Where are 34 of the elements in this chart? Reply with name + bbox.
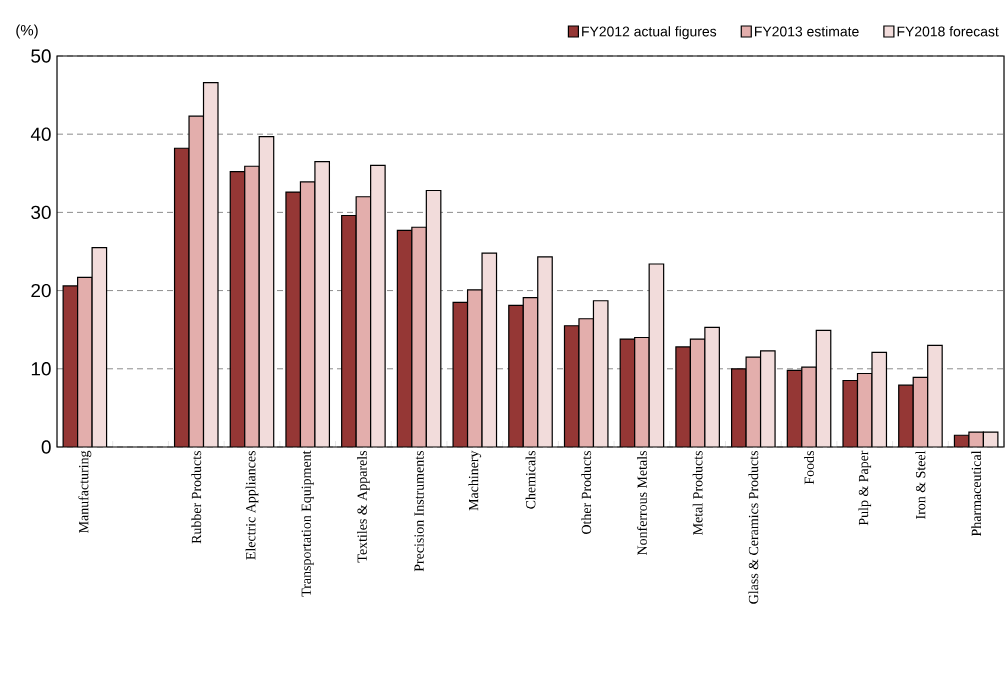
legend-label: FY2018 forecast [897, 26, 999, 37]
bar [341, 214, 357, 447]
x-tick-label: Pulp & Paper [858, 450, 872, 526]
x-tick-label: Electric Appliances [245, 451, 259, 560]
bar [801, 366, 817, 447]
y-axis-title: (%) [16, 24, 38, 39]
bar [508, 304, 524, 447]
x-tick-label: Machinery [468, 450, 482, 511]
legend-label: FY2012 actual figures [582, 26, 717, 40]
x-tick-label: Nonferrous Metals [636, 451, 647, 556]
x-tick-label: Foods [804, 451, 814, 485]
y-tick-label: 20 [31, 283, 51, 298]
x-tick-label: Metal Products [692, 451, 703, 535]
x-tick-label: Pharmaceutical [971, 450, 982, 537]
x-tick-label: Manufacturing [78, 450, 92, 533]
bar [244, 166, 260, 447]
bar [634, 336, 650, 447]
y-tick-label: 50 [31, 49, 51, 63]
y-tick-label: 30 [31, 205, 51, 220]
y-tick-label: 40 [30, 127, 51, 141]
y-tick-label: 10 [31, 362, 51, 376]
x-tick-label: Precision Instruments [414, 451, 424, 572]
x-tick-label: Chemicals [525, 451, 536, 509]
bar [898, 384, 914, 447]
x-tick-label: Glass & Ceramics Products [748, 451, 759, 604]
legend-label: FY2013 estimate [755, 26, 859, 37]
x-tick-label: Textiles & Apparels [357, 451, 370, 563]
x-tick-label: Rubber Products [191, 451, 202, 544]
bar [537, 256, 553, 447]
bar [927, 344, 943, 447]
x-tick-label: Iron & Steel [915, 450, 926, 519]
x-tick-label: Transportation Equipment [301, 450, 314, 597]
x-tick-label: Other Products [581, 451, 592, 534]
y-tick-label: 0 [41, 440, 51, 454]
